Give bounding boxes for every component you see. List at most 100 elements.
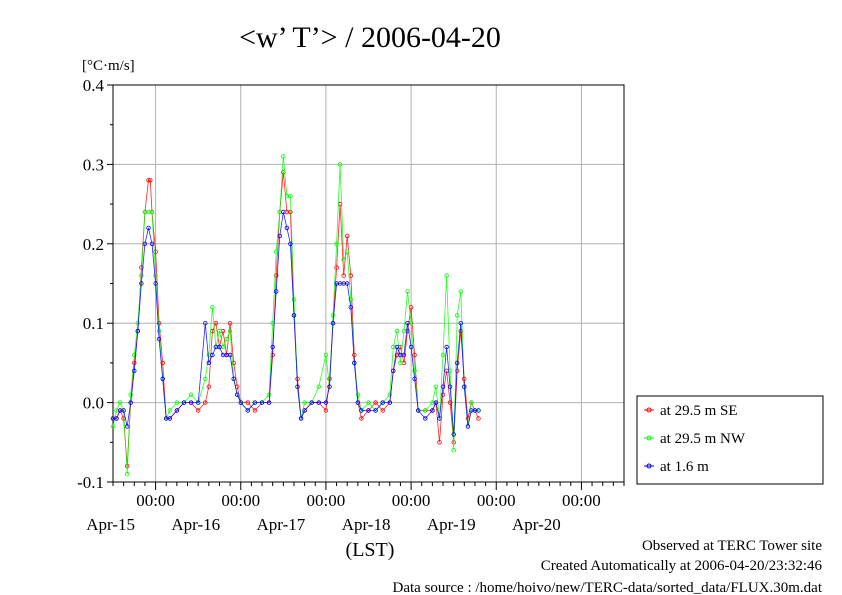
data-point: [156, 336, 162, 342]
data-point: [132, 352, 137, 358]
data-point: [408, 344, 414, 350]
data-point: [206, 384, 211, 389]
data-point: [330, 313, 336, 318]
data-point: [274, 249, 279, 254]
data-point: [146, 225, 151, 231]
data-point: [334, 265, 339, 270]
data-point: [455, 313, 460, 318]
data-point: [206, 360, 211, 366]
x-tick-time-label: 00:00: [307, 491, 346, 510]
data-point: [153, 273, 158, 278]
legend-entry-label: at 29.5 m SE: [660, 403, 738, 419]
data-point: [323, 408, 329, 413]
data-point: [412, 376, 417, 381]
data-point: [366, 400, 371, 405]
data-point: [433, 400, 439, 405]
data-point: [355, 400, 361, 405]
data-point: [398, 360, 403, 366]
data-point: [330, 321, 336, 326]
data-point: [252, 408, 258, 413]
data-point: [348, 297, 353, 302]
data-point: [121, 408, 126, 413]
data-point: [274, 273, 279, 278]
x-tick-date-label: Apr-16: [171, 515, 220, 534]
data-point: [380, 400, 385, 405]
data-point: [148, 178, 153, 183]
data-point: [345, 249, 350, 254]
data-point: [227, 328, 233, 334]
x-tick-time-label: 00:00: [562, 491, 601, 510]
data-point: [366, 408, 371, 413]
data-point: [423, 416, 428, 421]
data-point: [476, 408, 481, 413]
data-point: [245, 400, 250, 405]
data-point: [210, 305, 215, 310]
data-point: [277, 233, 282, 239]
data-point: [203, 321, 208, 326]
data-point: [444, 344, 449, 350]
data-point: [412, 368, 417, 373]
data-point: [139, 273, 144, 278]
data-point: [373, 400, 378, 405]
data-point: [440, 352, 446, 358]
data-point: [195, 408, 201, 413]
data-point: [281, 154, 286, 159]
data-point: [423, 408, 428, 413]
data-series: [110, 154, 481, 477]
footer-source-line: Data source : /home/hoivo/new/TERC-data/…: [393, 580, 823, 595]
data-point: [455, 360, 460, 366]
x-axis-ticks: 00:00Apr-1500:00Apr-1600:00Apr-1700:00Ap…: [86, 482, 625, 534]
data-point: [345, 281, 350, 286]
data-point: [117, 400, 123, 405]
data-point: [217, 344, 222, 350]
data-point: [416, 408, 421, 413]
data-point: [298, 416, 304, 421]
legend-swatch-marker: [646, 463, 652, 469]
data-point: [380, 408, 385, 413]
legend-box: [636, 395, 824, 485]
data-point: [316, 384, 321, 389]
data-point: [433, 384, 439, 389]
data-point: [447, 384, 453, 389]
data-point: [337, 162, 343, 167]
y-tick-label: 0.4: [83, 76, 105, 95]
x-tick-time-label: 00:00: [477, 491, 516, 510]
data-point: [458, 289, 463, 294]
data-point: [135, 321, 140, 326]
y-tick-label: 0.3: [83, 155, 104, 174]
data-point: [309, 400, 314, 405]
data-point: [430, 408, 435, 413]
data-point: [181, 400, 187, 405]
data-point: [227, 352, 233, 358]
data-point: [210, 352, 215, 358]
y-tick-label: 0.0: [83, 394, 104, 413]
data-point: [153, 249, 158, 254]
data-point: [387, 400, 392, 405]
data-point: [348, 305, 353, 310]
data-point: [160, 376, 165, 381]
y-tick-label: 0.2: [83, 235, 104, 254]
x-tick-time-label: 00:00: [221, 491, 260, 510]
data-point: [352, 360, 357, 366]
x-axis-label: (LST): [346, 539, 395, 561]
data-point: [245, 408, 250, 413]
data-point: [288, 193, 293, 199]
data-point: [203, 376, 208, 381]
data-point: [174, 400, 180, 405]
data-point: [252, 400, 258, 405]
data-point: [291, 297, 297, 302]
data-point: [444, 273, 449, 278]
data-point: [149, 209, 155, 215]
data-point: [451, 448, 456, 453]
data-point: [295, 384, 300, 389]
data-point: [195, 400, 201, 405]
data-point: [394, 328, 400, 334]
data-point: [128, 392, 133, 397]
series-group: [110, 170, 481, 469]
data-point: [458, 321, 463, 326]
data-point: [114, 416, 119, 421]
footer-site-line: Observed at TERC Tower site: [642, 538, 822, 554]
data-point: [334, 241, 339, 246]
data-point: [217, 328, 222, 334]
